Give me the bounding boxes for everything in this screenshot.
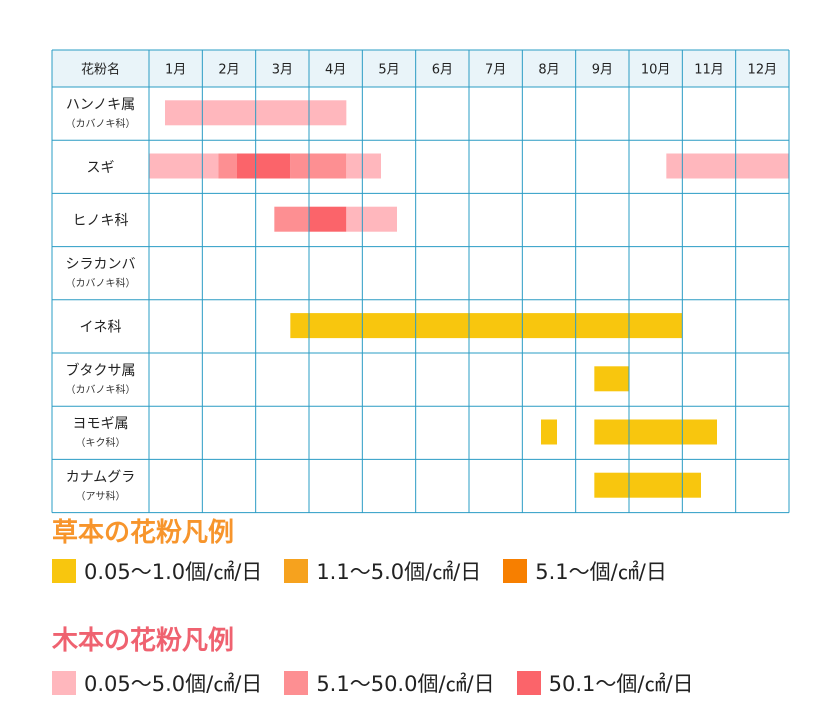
row-name: ハンノキ属	[66, 97, 135, 113]
row-family: （カバノキ科）	[66, 277, 136, 290]
month-label: 11月	[694, 63, 724, 78]
herb-legend-item: 5.1〜個/㎠/日	[503, 556, 667, 586]
pollen-bar	[594, 472, 701, 498]
herb-legend-swatch-high	[503, 559, 528, 583]
wood-legend-item: 0.05〜5.0個/㎠/日	[52, 668, 262, 698]
pollen-bar	[541, 419, 557, 445]
row-name: ブタクサ属	[66, 362, 136, 379]
month-label: 10月	[641, 63, 671, 78]
pollen-bar	[594, 366, 629, 392]
row-family: （キク科）	[76, 436, 126, 449]
herb-legend: 0.05〜1.0個/㎠/日 1.1〜5.0個/㎠/日 5.1〜個/㎠/日	[52, 556, 689, 586]
wood-legend-label: 5.1〜50.0個/㎠/日	[316, 672, 495, 696]
row-name: スギ	[87, 160, 115, 176]
pollen-bar	[346, 206, 397, 232]
herb-legend-swatch-low	[52, 559, 76, 583]
month-label: 6月	[432, 63, 453, 78]
wood-legend-label: 50.1〜個/㎠/日	[548, 672, 694, 696]
pollen-bar	[666, 153, 789, 179]
herb-legend-item: 0.05〜1.0個/㎠/日	[52, 556, 262, 586]
wood-legend-item: 50.1〜個/㎠/日	[516, 668, 694, 698]
pollen-bar	[237, 153, 291, 179]
pollen-bar	[274, 206, 309, 232]
month-label: 4月	[325, 63, 346, 78]
pollen-bar	[290, 153, 347, 179]
pollen-bar	[290, 313, 683, 339]
row-family: （カバノキ科）	[66, 117, 136, 130]
month-label: 1月	[165, 63, 186, 78]
wood-legend-item: 5.1〜50.0個/㎠/日	[284, 668, 495, 698]
row-name: ヨモギ属	[73, 416, 129, 432]
herb-legend-swatch-mid	[284, 559, 309, 583]
wood-legend-swatch-high	[516, 671, 541, 695]
row-name: イネ科	[80, 319, 122, 335]
wood-legend: 0.05〜5.0個/㎠/日 5.1〜50.0個/㎠/日 50.1〜個/㎠/日	[52, 668, 716, 698]
wood-legend-title: 木本の花粉凡例	[52, 626, 235, 656]
pollen-bar	[218, 153, 237, 179]
month-label: 3月	[272, 63, 293, 78]
row-family: （カバノキ科）	[66, 383, 136, 396]
row-family: （アサ科）	[76, 489, 126, 502]
wood-legend-label: 0.05〜5.0個/㎠/日	[84, 672, 263, 696]
header-label: 花粉名	[81, 62, 120, 78]
herb-legend-label: 1.1〜5.0個/㎠/日	[316, 560, 482, 584]
wood-legend-swatch-mid	[284, 671, 309, 695]
pollen-bar	[309, 206, 347, 232]
header-background	[52, 50, 789, 87]
pollen-bar	[346, 153, 381, 179]
herb-legend-label: 0.05〜1.0個/㎠/日	[84, 560, 263, 584]
pollen-bar	[594, 419, 717, 445]
row-name: ヒノキ科	[73, 213, 129, 229]
herb-legend-label: 5.1〜個/㎠/日	[535, 560, 667, 584]
month-label: 5月	[378, 63, 399, 78]
wood-legend-swatch-low	[52, 671, 76, 695]
pollen-bar	[149, 153, 219, 179]
row-name: シラカンバ	[66, 257, 136, 273]
month-label: 8月	[538, 63, 559, 78]
herb-legend-title: 草本の花粉凡例	[52, 518, 235, 548]
month-label: 12月	[748, 63, 778, 78]
herb-legend-item: 1.1〜5.0個/㎠/日	[284, 556, 481, 586]
row-name: カナムグラ	[66, 469, 136, 485]
month-label: 2月	[218, 63, 239, 78]
month-label: 7月	[485, 63, 506, 78]
month-label: 9月	[592, 63, 613, 78]
